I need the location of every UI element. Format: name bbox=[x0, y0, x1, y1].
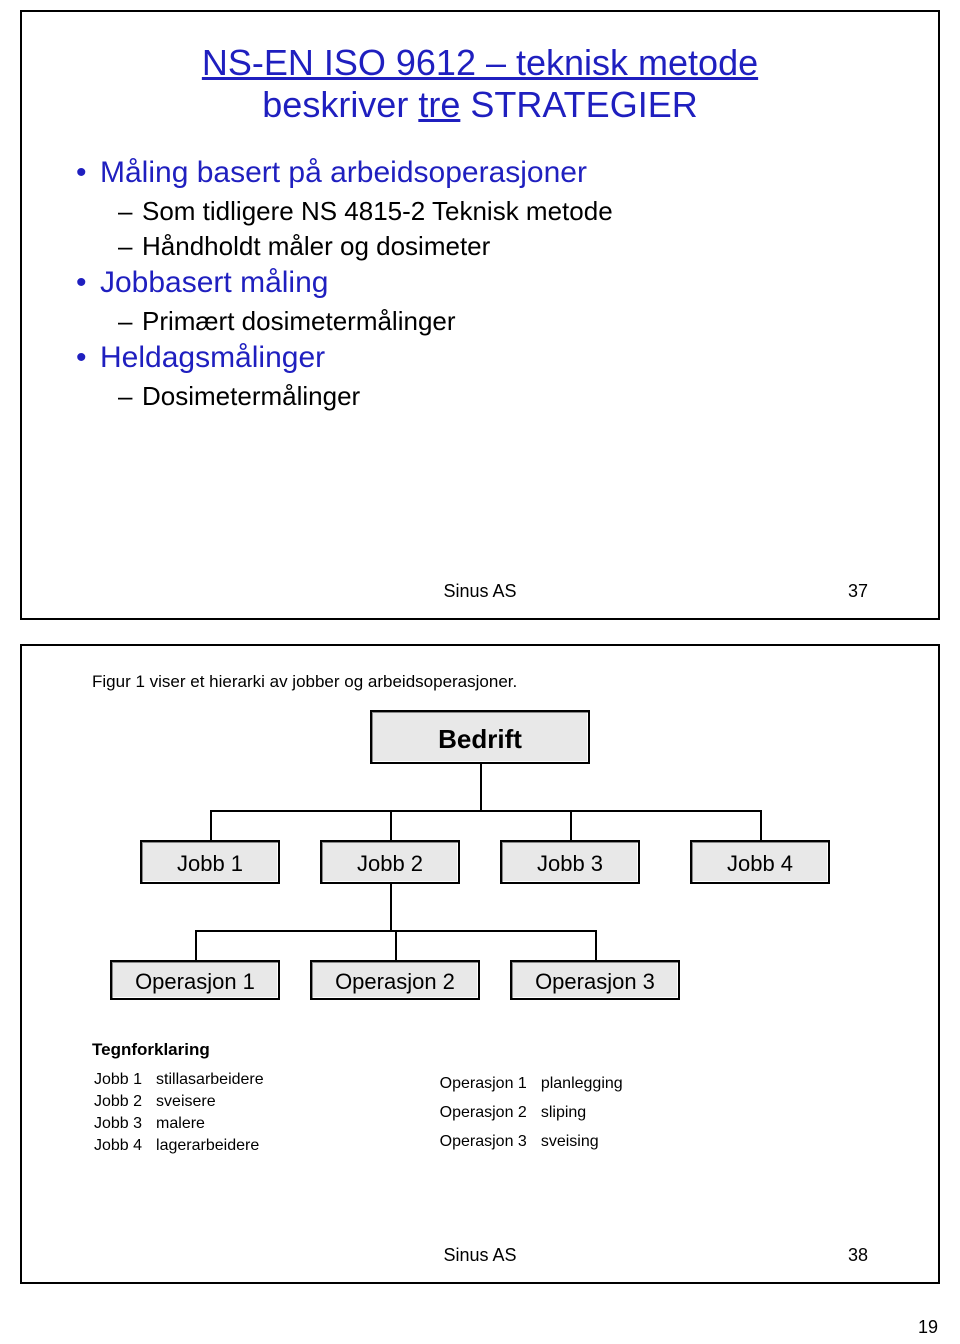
slide-footer: Sinus AS 38 bbox=[22, 1245, 938, 1266]
legend-row: Operasjon 2sliping bbox=[440, 1099, 635, 1126]
legend-cell: malere bbox=[156, 1114, 276, 1134]
legend-right: Operasjon 1planleggingOperasjon 2sliping… bbox=[438, 1068, 637, 1158]
legend-row: Operasjon 1planlegging bbox=[440, 1070, 635, 1097]
footer-text: Sinus AS bbox=[443, 581, 516, 601]
footer-text: Sinus AS bbox=[443, 1245, 516, 1265]
title-line-2: beskriver tre STRATEGIER bbox=[72, 84, 888, 126]
figure-caption: Figur 1 viser et hierarki av jobber og a… bbox=[92, 672, 908, 692]
diagram-node: Jobb 3 bbox=[500, 840, 640, 884]
legend-cell: sveisere bbox=[156, 1092, 276, 1112]
legend-row: Jobb 2sveisere bbox=[94, 1092, 276, 1112]
slide-footer: Sinus AS 37 bbox=[22, 581, 938, 602]
slide-page-number: 37 bbox=[848, 581, 868, 602]
slide-title: NS-EN ISO 9612 – teknisk metode beskrive… bbox=[72, 42, 888, 126]
legend-cell: Operasjon 1 bbox=[440, 1070, 539, 1097]
legend: Jobb 1stillasarbeidereJobb 2sveisereJobb… bbox=[92, 1068, 908, 1158]
legend-row: Jobb 1stillasarbeidere bbox=[94, 1070, 276, 1090]
legend-cell: planlegging bbox=[541, 1070, 635, 1097]
legend-row: Operasjon 3sveising bbox=[440, 1129, 635, 1156]
bullet-item: Måling basert på arbeidsoperasjoner bbox=[72, 156, 888, 190]
diagram-node: Operasjon 1 bbox=[110, 960, 280, 1000]
bullet-item: Dosimetermålinger bbox=[72, 381, 888, 412]
legend-cell: Operasjon 3 bbox=[440, 1129, 539, 1156]
title-2b: STRATEGIER bbox=[460, 84, 697, 125]
slide-page-number: 38 bbox=[848, 1245, 868, 1266]
diagram-node: Operasjon 3 bbox=[510, 960, 680, 1000]
legend-cell: Operasjon 2 bbox=[440, 1099, 539, 1126]
legend-left: Jobb 1stillasarbeidereJobb 2sveisereJobb… bbox=[92, 1068, 278, 1158]
bullet-item: Heldagsmålinger bbox=[72, 341, 888, 375]
diagram-node: Jobb 4 bbox=[690, 840, 830, 884]
legend-cell: stillasarbeidere bbox=[156, 1070, 276, 1090]
bullet-item: Som tidligere NS 4815-2 Teknisk metode bbox=[72, 196, 888, 227]
title-2a: beskriver bbox=[262, 84, 418, 125]
diagram-node: Jobb 2 bbox=[320, 840, 460, 884]
legend-cell: lagerarbeidere bbox=[156, 1136, 276, 1156]
diagram-node: Bedrift bbox=[370, 710, 590, 764]
legend-row: Jobb 4lagerarbeidere bbox=[94, 1136, 276, 1156]
slide-1: NS-EN ISO 9612 – teknisk metode beskrive… bbox=[20, 10, 940, 620]
bullet-item: Håndholdt måler og dosimeter bbox=[72, 231, 888, 262]
legend-cell: sveising bbox=[541, 1129, 635, 1156]
bullet-list: Måling basert på arbeidsoperasjoner Som t… bbox=[72, 156, 888, 412]
legend-title: Tegnforklaring bbox=[92, 1040, 908, 1060]
legend-cell: Jobb 4 bbox=[94, 1136, 154, 1156]
title-2u: tre bbox=[418, 84, 460, 125]
legend-cell: Jobb 2 bbox=[94, 1092, 154, 1112]
title-line-1: NS-EN ISO 9612 – teknisk metode bbox=[72, 42, 888, 84]
bullet-item: Jobbasert måling bbox=[72, 266, 888, 300]
diagram-node: Operasjon 2 bbox=[310, 960, 480, 1000]
legend-cell: Jobb 3 bbox=[94, 1114, 154, 1134]
diagram-node: Jobb 1 bbox=[140, 840, 280, 884]
bullet-item: Primært dosimetermålinger bbox=[72, 306, 888, 337]
legend-cell: Jobb 1 bbox=[94, 1070, 154, 1090]
document-page-number: 19 bbox=[918, 1317, 938, 1338]
slide-2: Figur 1 viser et hierarki av jobber og a… bbox=[20, 644, 940, 1284]
legend-cell: sliping bbox=[541, 1099, 635, 1126]
hierarchy-diagram: Bedrift Jobb 1 Jobb 2 Jobb 3 Jobb 4 Operasjon… bbox=[70, 710, 890, 1040]
legend-row: Jobb 3malere bbox=[94, 1114, 276, 1134]
